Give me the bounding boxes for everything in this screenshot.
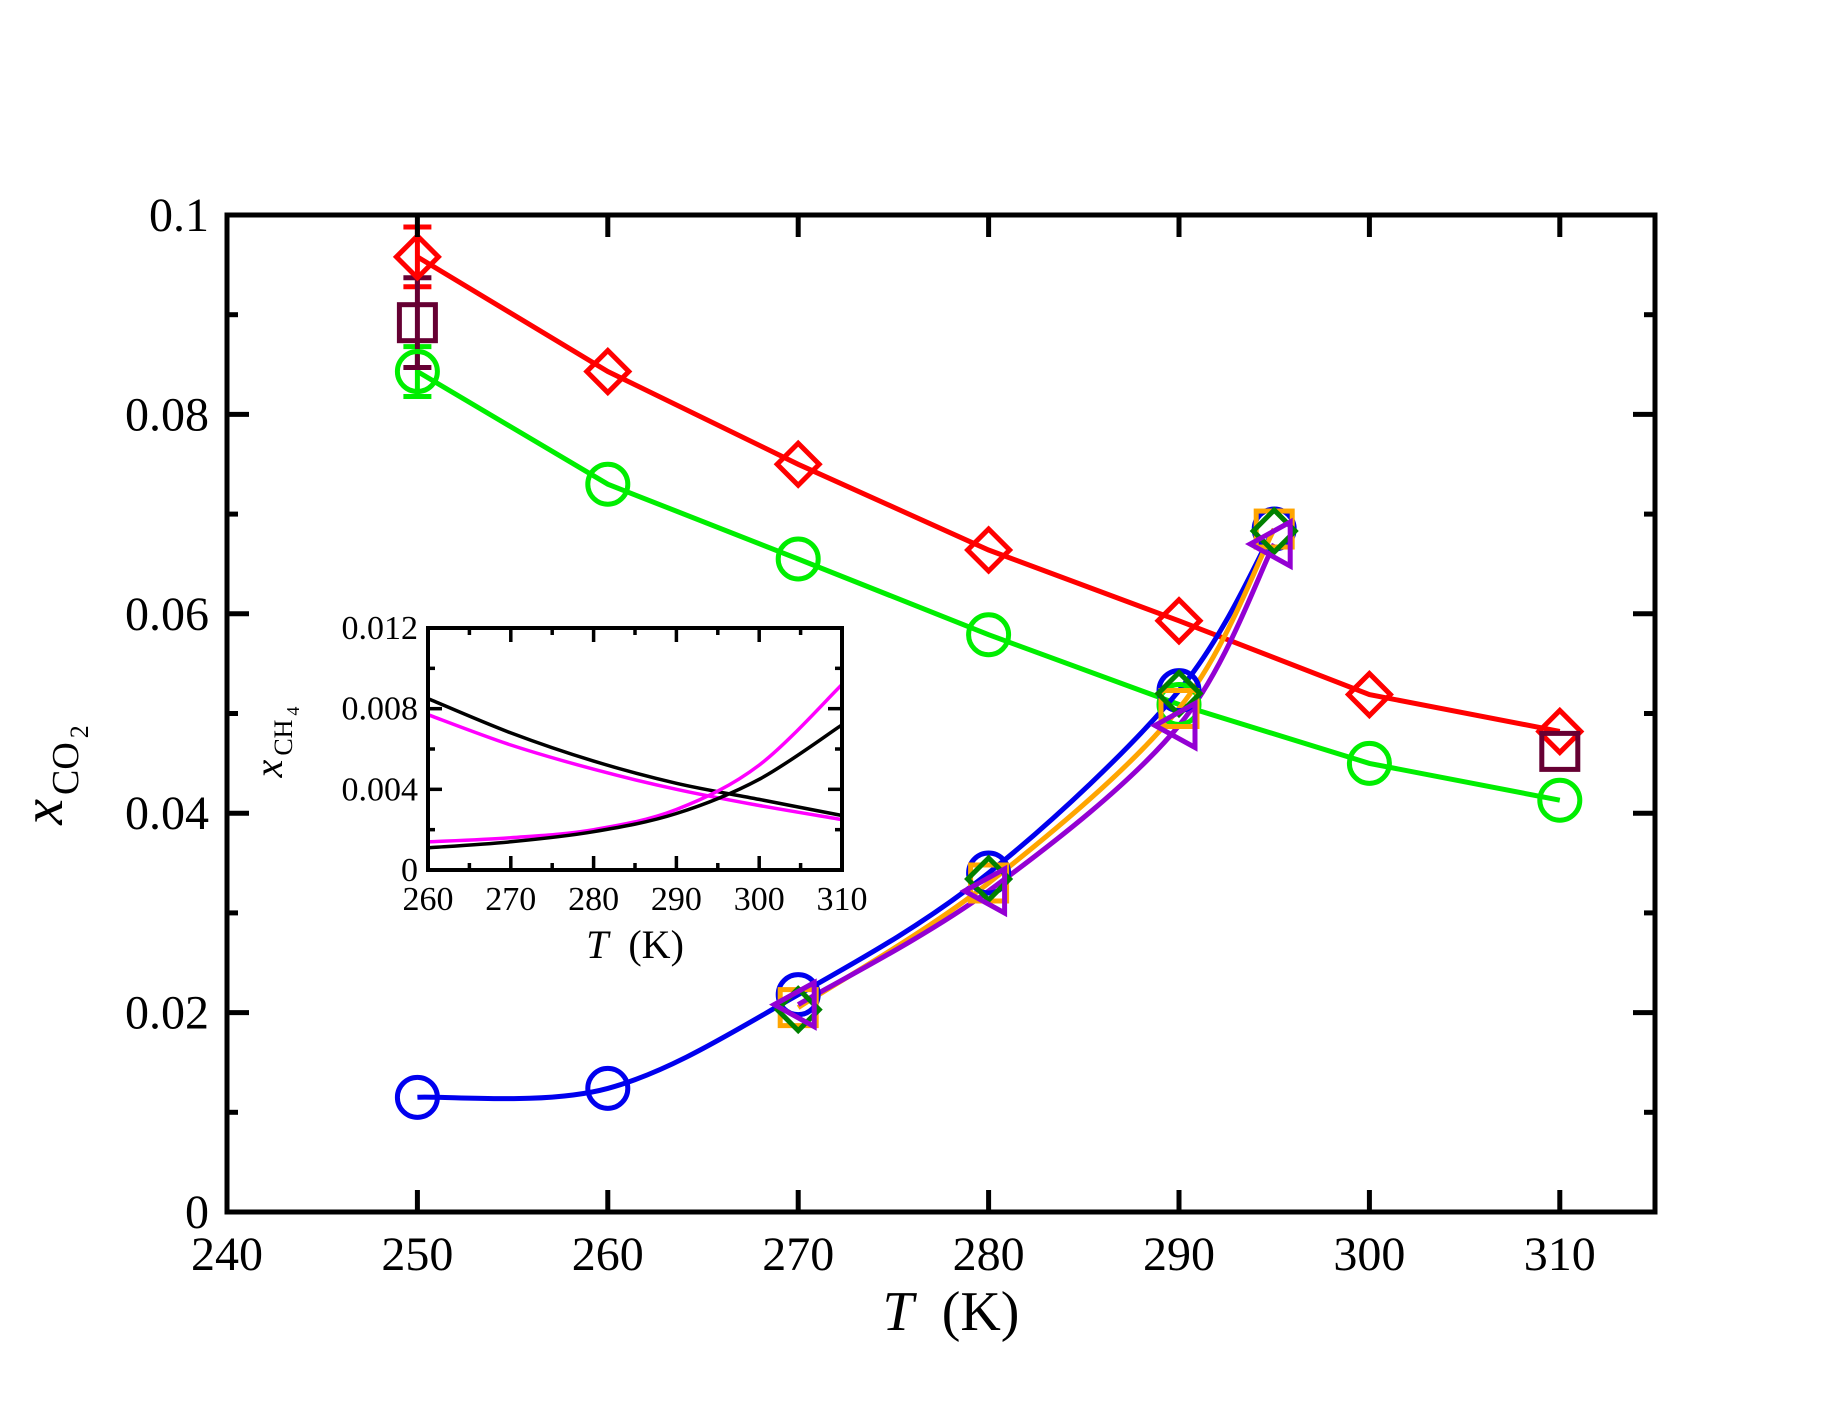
inset-y-axis-label-subsub: 4 — [283, 707, 303, 716]
inset-y-axis-label-sub: CH — [269, 719, 298, 755]
main-x-axis-label: T (K) — [883, 1281, 1020, 1343]
inset-black-increasing-line — [427, 723, 843, 850]
red-diamonds-point — [392, 232, 442, 282]
inset-x-tick-label: 280 — [568, 881, 619, 918]
main-y-axis-label-subsub: 2 — [65, 725, 94, 738]
green-circles-line — [416, 369, 1561, 803]
red-diamonds-line — [416, 254, 1561, 734]
green-circles-point — [775, 536, 821, 582]
red-diamonds-point — [1344, 670, 1394, 720]
red-diamonds-point — [964, 525, 1014, 575]
inset-magenta-increasing-line — [427, 683, 844, 844]
green-circles-point — [966, 612, 1012, 658]
violet-triangles-point — [1149, 699, 1198, 752]
main-y-axis-label: x CO 2 — [10, 725, 94, 826]
main-x-axis-label-var: T — [883, 1281, 918, 1343]
main-y-tick-label: 0.1 — [149, 189, 209, 242]
blue-circles-point — [394, 1074, 440, 1120]
green-circles-point — [1537, 777, 1583, 823]
main-x-axis-label-unit: (K) — [942, 1281, 1020, 1343]
inset-x-tick-label: 310 — [817, 881, 868, 918]
inset-y-tick-label: 0.008 — [342, 691, 419, 728]
main-y-tick-label: 0.04 — [125, 787, 209, 840]
main-ticks-layer: 240 250 260 270 280 290 300 310 0 0.02 0.04 0.06 0.0… — [125, 189, 1655, 1281]
main-y-axis-label-sub: CO — [45, 742, 87, 795]
inset-y-tick-label: 0.012 — [342, 610, 419, 647]
main-x-tick-label: 300 — [1333, 1228, 1405, 1281]
main-x-tick-label: 280 — [953, 1228, 1025, 1281]
inset-x-tick-label: 260 — [403, 881, 454, 918]
green-circles-point — [585, 461, 631, 507]
main-plot: 240 250 260 270 280 290 300 31000.020.040.060.0… — [10, 189, 1658, 1343]
inset-x-axis-label-unit: (K) — [628, 922, 684, 967]
main-x-tick-label: 270 — [762, 1228, 834, 1281]
red-diamonds-point — [1154, 596, 1204, 646]
main-x-tick-label: 310 — [1524, 1228, 1596, 1281]
inset-x-tick-label: 270 — [485, 881, 536, 918]
inset-magenta-decreasing-line — [427, 713, 843, 822]
inset-series-layer — [427, 683, 844, 850]
inset-background — [428, 628, 842, 870]
inset-y-axis-label: x CH 4 — [246, 707, 303, 779]
inset-x-axis-label-var: T — [586, 922, 611, 967]
main-x-tick-label: 290 — [1143, 1228, 1215, 1281]
green-circles-point — [1346, 740, 1392, 786]
main-y-tick-label: 0 — [185, 1186, 209, 1239]
inset-ticks-layer: 260 270 280 290 300 310 0 0.004 0.008 0.012 — [342, 610, 868, 918]
main-x-tick-label: 250 — [381, 1228, 453, 1281]
orange-squares-line — [796, 527, 1277, 1010]
maroon-squares-point — [1539, 730, 1581, 772]
inset-x-axis-label: T (K) — [586, 922, 684, 967]
inset-y-axis-label-var: x — [246, 759, 291, 778]
inset-black-decreasing-line — [427, 696, 843, 818]
main-y-tick-label: 0.02 — [125, 987, 209, 1040]
inset-x-tick-label: 300 — [734, 881, 785, 918]
inset-x-tick-label: 290 — [651, 881, 702, 918]
blue-circles-point — [585, 1065, 631, 1111]
main-x-tick-label: 260 — [572, 1228, 644, 1281]
main-x-tick-label: 240 — [191, 1228, 263, 1281]
inset-y-tick-label: 0 — [401, 852, 418, 889]
main-y-tick-label: 0.08 — [125, 388, 209, 441]
red-diamonds-point — [1535, 706, 1585, 756]
green-circles-point — [394, 349, 440, 395]
violet-triangles-point — [959, 864, 1008, 918]
inset-plot: 260 270 280 290 300 310 0 0.004 0.008 0.012 T (K)… — [246, 610, 868, 967]
maroon-squares-point — [396, 302, 438, 344]
violet-triangles-point — [769, 978, 817, 1031]
violet-triangles-line — [796, 542, 1277, 1007]
red-diamonds-point — [773, 439, 823, 489]
red-diamonds-point — [583, 346, 633, 397]
inset-y-tick-label: 0.004 — [342, 771, 419, 808]
main-y-axis-label-var: x — [10, 799, 75, 826]
violet-triangles-point — [1245, 517, 1293, 571]
main-y-tick-label: 0.06 — [125, 588, 209, 641]
